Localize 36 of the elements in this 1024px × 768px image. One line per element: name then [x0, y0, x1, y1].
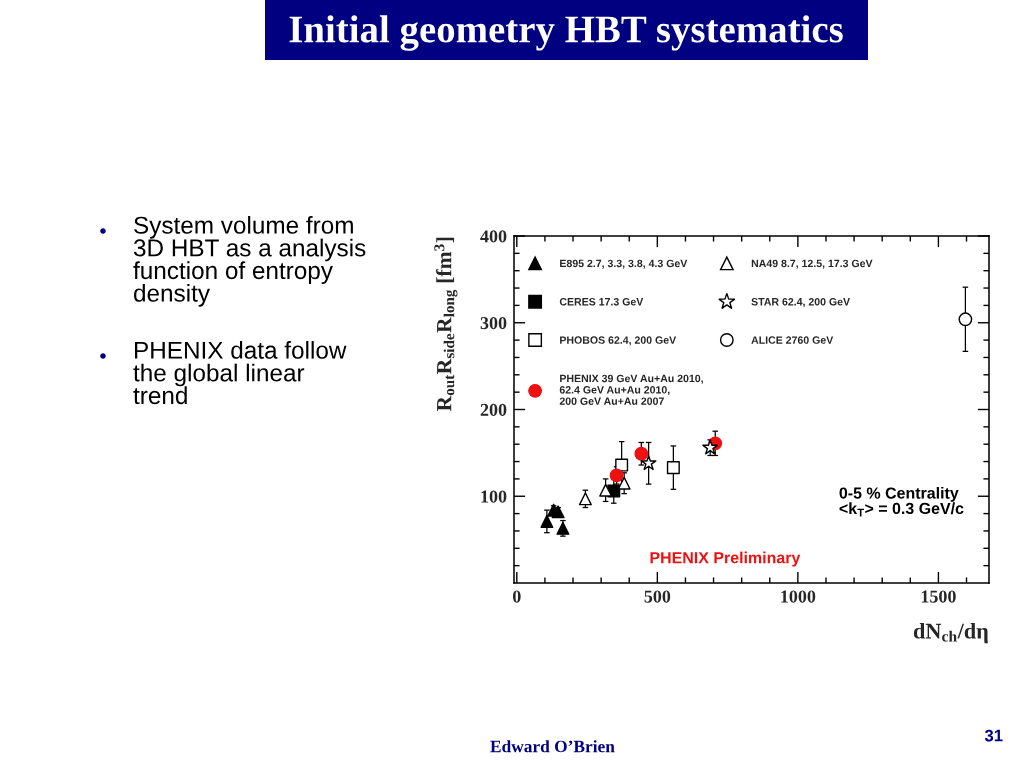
- y-tick-label: 200: [480, 403, 507, 416]
- point: [609, 468, 624, 483]
- point: [551, 505, 565, 519]
- annotation: 0-5 % Centrality <k$_{T}$> = 0.3 GeV/c: [839, 486, 964, 517]
- legend-label: NA49 8.7, 12.5, 17.3 GeV: [751, 259, 873, 269]
- y-tick-label: 300: [480, 317, 507, 330]
- point: [640, 454, 657, 471]
- legend-label: PHENIX 39 GeV Au+Au 2010, 62.4 GeV Au+Au 2010, 200 GeV Au+Au 2007: [559, 374, 703, 405]
- x-tick-label: 1000: [781, 590, 816, 603]
- y-tick-label: 100: [481, 490, 507, 503]
- x-axis-title: dN$_{ch}$/dη: [913, 622, 988, 644]
- point: [634, 446, 649, 461]
- point: [666, 461, 680, 475]
- legend-label: STAR 62.4, 200 GeV: [751, 298, 850, 308]
- text: R$_{out}$R$_{side}$R$_{long}$ [fm$^{3}$]: [434, 237, 458, 412]
- legend-label: E895 2.7, 3.3, 3.8, 4.3 GeV: [560, 259, 688, 269]
- point: [702, 439, 719, 455]
- point: [617, 476, 631, 490]
- point: [958, 312, 973, 327]
- y-tick-label: 400: [480, 230, 507, 243]
- chart-title: Initial geometry HBT systematics: [289, 15, 843, 51]
- x-tick-label: 0: [512, 590, 521, 603]
- x-tick-label: 1500: [921, 590, 956, 603]
- x-tick-label: 500: [644, 590, 671, 603]
- text: Edward O’Brien: [490, 740, 615, 753]
- legend-label: ALICE 2760 GeV: [751, 336, 834, 344]
- text: 31: [984, 729, 1003, 742]
- point: [578, 492, 592, 506]
- annotation: PHENIX Preliminary: [650, 551, 801, 567]
- legend-label: CERES 17.3 GeV: [559, 298, 644, 306]
- point: [599, 483, 613, 497]
- legend-label: PHOBOS 62.4, 200 GeV: [560, 336, 677, 346]
- text: System volume from 3D HBT as a analysis function of entropy density: [133, 216, 366, 307]
- point: [615, 458, 629, 472]
- text: PHENIX data follow the global linear trend: [133, 341, 347, 405]
- point: [540, 514, 554, 528]
